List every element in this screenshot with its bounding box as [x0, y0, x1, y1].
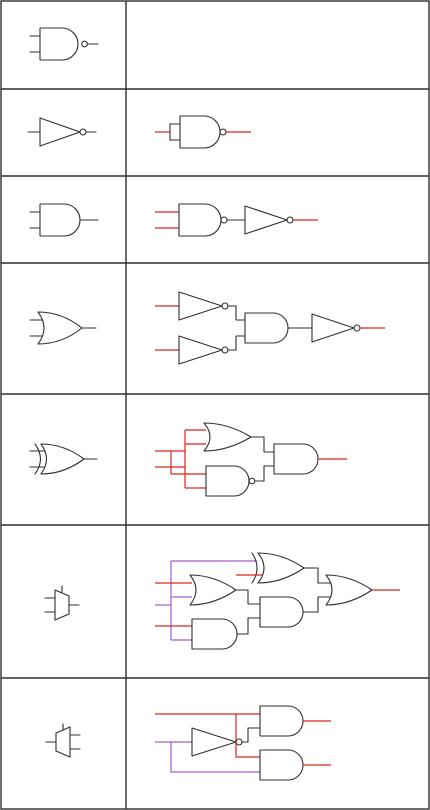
mux-circuit	[155, 552, 400, 650]
not-gate-icon	[27, 117, 97, 147]
nand-as-not-circuit	[155, 115, 251, 149]
nand-gate-icon	[29, 27, 99, 61]
demultiplexer-icon	[45, 723, 81, 758]
xor-gate-icon	[29, 443, 98, 475]
or-gate-icon	[29, 311, 97, 345]
and-gate-icon	[29, 203, 99, 237]
multiplexer-icon	[44, 585, 80, 621]
xor-from-gates-circuit	[155, 422, 347, 497]
and-from-nand-circuit	[155, 203, 318, 237]
demux-circuit	[155, 705, 331, 781]
or-from-nand-circuit	[155, 291, 385, 365]
